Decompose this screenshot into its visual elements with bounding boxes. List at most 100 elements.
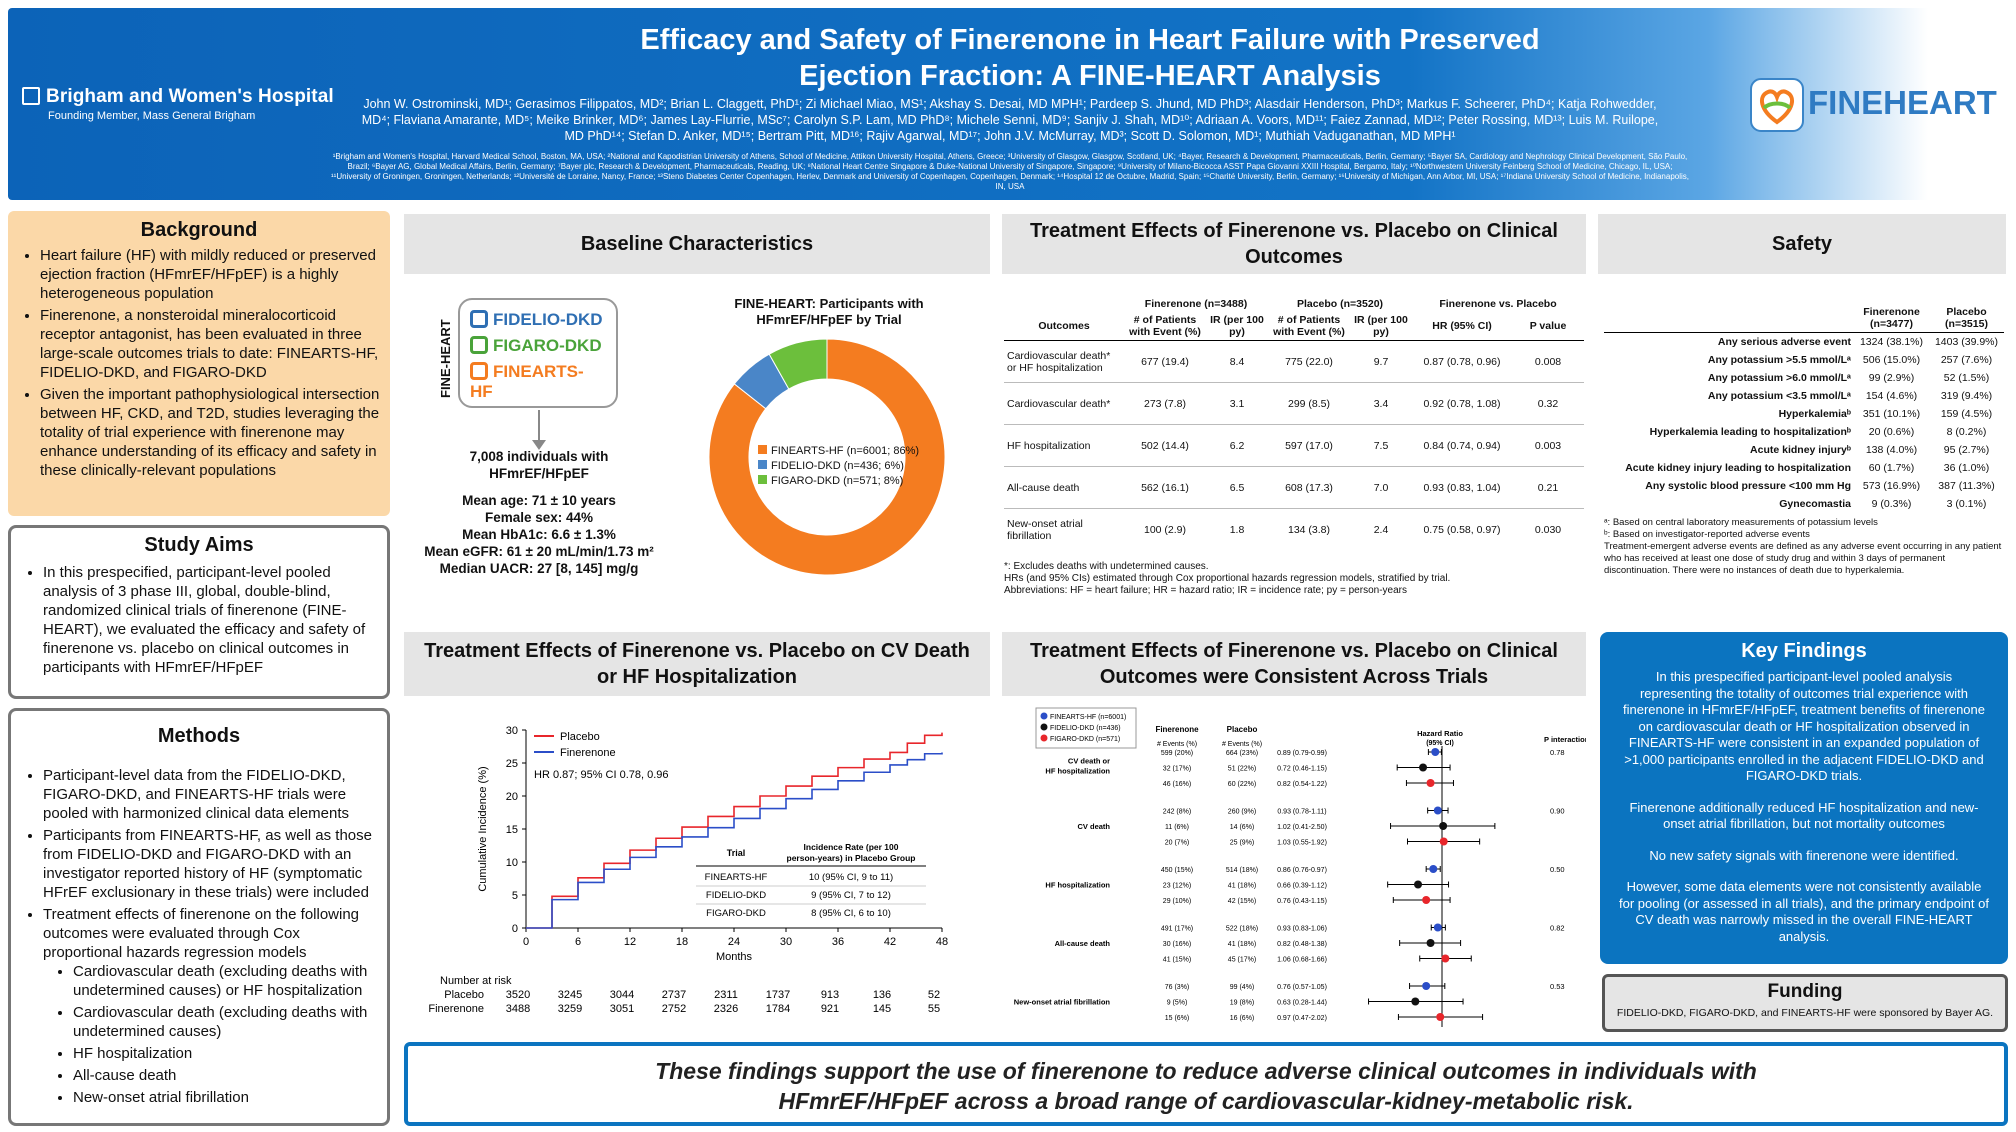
forest-hr-text: 0.76 (0.43-1.15) [1277, 898, 1327, 905]
safety-row: Any potassium >6.0 mmol/Lᵃ 99 (2.9%) 52 (1… [1604, 369, 2004, 387]
key-finding: No new safety signals with finerenone we… [1649, 847, 1959, 863]
safety-cell: 319 (9.4%) [1940, 390, 1993, 402]
forest-fin-events: 30 (16%) [1163, 941, 1191, 948]
outcome-row: Cardiovascular death* or HF hospitalizat… [1004, 341, 1584, 383]
outcome-row: HF hospitalization 502 (14.4) 6.2 597 (17.0… [1004, 425, 1584, 467]
forest-point [1426, 939, 1435, 947]
safety-note: ᵃ: Based on central laboratory measureme… [1604, 517, 1878, 528]
safety-heading: Safety [1598, 214, 2006, 274]
forest-col-fin: Finerenone [1155, 725, 1199, 734]
km-risk-placebo-value: 52 [928, 989, 940, 1001]
safety-note: ᵇ: Based on investigator-reported advers… [1604, 529, 1810, 540]
outcome-cell: 775 (22.0) [1285, 355, 1333, 368]
outcome-cell: Cardiovascular death* [1007, 397, 1111, 410]
outcome-cell: 8.4 [1229, 355, 1245, 368]
safety-cell: Any potassium >5.5 mmol/Lᵃ [1707, 354, 1851, 366]
km-risk-placebo-value: 2737 [662, 989, 686, 1001]
forest-hr-text: 1.02 (0.41-2.50) [1277, 824, 1327, 831]
outcome-cell: 0.87 (0.78, 0.96) [1423, 355, 1501, 368]
donut-legend-item: FINEARTS-HF (n=6001; 86%) [758, 444, 919, 459]
forest-sub-events: # Events (%) [1157, 741, 1197, 748]
km-inset-trial: FIGARO-DKD [706, 908, 766, 919]
funding-text: FIDELIO-DKD, FIGARO-DKD, and FINEARTS-HF… [1616, 1007, 1994, 1019]
baseline-panel: FINE-HEART FIDELIO-DKD FIGARO-DKD FINEAR… [404, 280, 990, 620]
key-finding: Finerenone additionally reduced HF hospi… [1629, 799, 1979, 832]
safety-row: Any potassium <3.5 mmol/Lᵃ 154 (4.6%) 319 … [1604, 387, 2004, 405]
safety-row: Hyperkalemia leading to hospitalizationᵇ… [1604, 423, 2004, 441]
outcome-cell: 608 (17.3) [1285, 481, 1333, 494]
institution-sub: Founding Member, Mass General Brigham [48, 110, 256, 122]
forest-point [1439, 837, 1448, 846]
forest-p-interaction: 0.82 [1550, 924, 1565, 933]
donut-legend-item: FIGARO-DKD (n=571; 8%) [758, 474, 919, 489]
funding-panel: Funding FIDELIO-DKD, FIGARO-DKD, and FIN… [1602, 974, 2008, 1032]
km-x-tick-label: 48 [936, 936, 948, 948]
outcome-cell: 3.1 [1229, 397, 1245, 410]
outcome-cell: 273 (7.8) [1143, 397, 1187, 410]
outcome-cell: All-cause death [1007, 481, 1080, 494]
km-risk-fin-label: Finerenone [428, 1003, 484, 1015]
km-inset-value: 8 (95% CI, 6 to 10) [811, 908, 891, 919]
col-placebo: Placebo (n=3520) [1296, 298, 1384, 310]
safety-panel: Finerenone (n=3477) Placebo (n=3515) Any… [1604, 304, 2004, 594]
safety-cell: 506 (15.0%) [1862, 354, 1921, 366]
km-legend-placebo: Placebo [560, 731, 600, 743]
forest-hr-text: 1.06 (0.68-1.66) [1277, 957, 1327, 964]
forest-fin-events: 242 (8%) [1163, 809, 1191, 816]
donut-slice [708, 338, 946, 576]
forest-legend-dot [1040, 734, 1048, 742]
trial-logo-box: FIDELIO-DKD FIGARO-DKD FINEARTS-HF [458, 298, 618, 408]
title-line-2: Ejection Fraction: A FINE-HEART Analysis [799, 60, 1381, 92]
km-risk-placebo-value: 136 [873, 989, 891, 1001]
poster-title: Efficacy and Safety of Finerenone in Hea… [420, 22, 1760, 94]
forest-group-label: HF hospitalization [1045, 881, 1110, 890]
safety-cell: Any potassium >6.0 mmol/Lᵃ [1707, 372, 1851, 384]
forest-hr-text: 0.86 (0.76-0.97) [1277, 867, 1327, 874]
outcomes-note: *: Excludes deaths with undetermined cau… [1004, 560, 1209, 572]
forest-hr-text: 0.97 (0.47-2.02) [1277, 1015, 1327, 1022]
background-panel: Background Heart failure (HF) with mildl… [8, 211, 390, 516]
km-risk-fin-value: 2752 [662, 1003, 686, 1015]
safety-cell: 1403 (39.9%) [1934, 336, 1999, 348]
forest-pbo-events: 14 (6%) [1230, 824, 1255, 831]
forest-fin-events: 46 (16%) [1163, 781, 1191, 788]
km-x-label: Months [716, 951, 753, 963]
aims-heading: Study Aims [144, 534, 254, 556]
outcome-cell: HF hospitalization [1007, 439, 1091, 452]
background-bullet: Finerenone, a nonsteroidal mineralocorti… [40, 306, 380, 382]
km-y-tick-label: 10 [506, 857, 518, 869]
forest-pbo-events: 41 (18%) [1228, 883, 1256, 890]
forest-pbo-events: 514 (18%) [1226, 867, 1258, 874]
km-y-tick-label: 15 [506, 824, 518, 836]
forest-point [1426, 779, 1435, 787]
outcome-cell: 502 (14.4) [1141, 439, 1189, 452]
stat-age: Mean age: 71 ± 10 years [462, 493, 616, 508]
forest-pbo-events: 51 (22%) [1228, 766, 1256, 773]
safety-row: Gynecomastia 9 (0.3%) 3 (0.1%) [1604, 495, 2004, 513]
outcomes-table: Finerenone (n=3488) Placebo (n=3520) Fin… [1004, 296, 1584, 551]
forest-legend-dot [1040, 723, 1048, 731]
forest-point [1433, 923, 1442, 932]
safety-cell: 52 (1.5%) [1943, 372, 1990, 384]
km-risk-fin-value: 145 [873, 1003, 891, 1015]
safety-cell: Gynecomastia [1779, 498, 1851, 510]
methods-sub-bullet: HF hospitalization [73, 1044, 377, 1063]
conclusion-line-2: HFmrEF/HFpEF across a broad range of car… [778, 1088, 1634, 1114]
methods-sub-bullet: All-cause death [73, 1066, 377, 1085]
km-inset-col-ir: Incidence Rate (per 100 person-years) in … [787, 842, 916, 863]
trial-finearts: FINEARTS-HF [470, 362, 584, 401]
km-x-tick-label: 0 [523, 936, 529, 948]
km-inset-col-trial: Trial [727, 848, 746, 858]
safety-notes: ᵃ: Based on central laboratory measureme… [1604, 517, 2004, 577]
forest-fin-events: 41 (15%) [1163, 957, 1191, 964]
safety-cell: Hyperkalemiaᵇ [1778, 408, 1851, 420]
outcome-cell: 0.003 [1534, 439, 1562, 452]
outcome-cell: 100 (2.9) [1143, 523, 1187, 536]
institution-icon [22, 87, 40, 105]
outcome-cell: 2.4 [1373, 523, 1389, 536]
safety-cell: 3 (0.1%) [1946, 498, 1987, 510]
forest-hr-text: 0.66 (0.39-1.12) [1277, 883, 1327, 890]
km-y-label: Cumulative Incidence (%) [477, 766, 489, 891]
forest-pbo-events: 25 (9%) [1230, 840, 1255, 847]
outcome-cell: 7.5 [1373, 439, 1389, 452]
